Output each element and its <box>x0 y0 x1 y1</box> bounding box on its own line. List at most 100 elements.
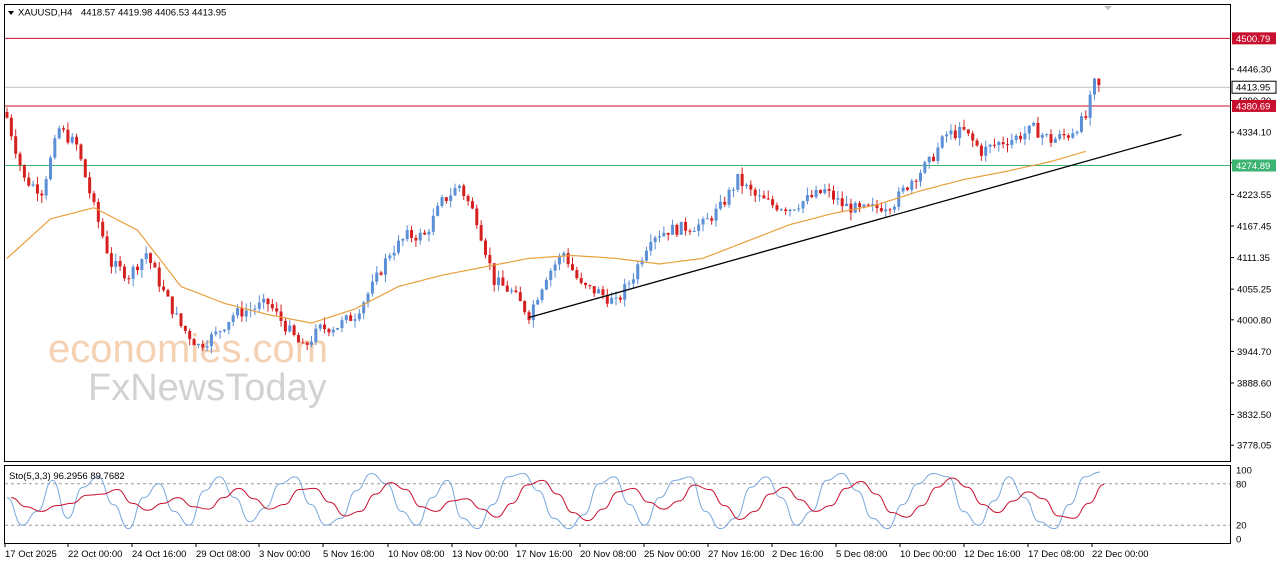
trendline <box>528 133 1182 319</box>
candle <box>418 228 422 245</box>
candle <box>266 298 270 312</box>
candle <box>501 270 505 286</box>
time-tick-label: 24 Oct 16:00 <box>132 549 186 560</box>
candle <box>814 185 818 200</box>
candle <box>927 156 931 169</box>
candle <box>405 225 409 242</box>
candle <box>888 207 892 215</box>
price-tags: 4500.79 4413.95 4380.69 4274.89 <box>1231 32 1277 172</box>
candle <box>83 158 87 178</box>
moving-average-line <box>6 150 1086 324</box>
price-tag-resistance-4500: 4500.79 <box>1232 32 1276 45</box>
candle <box>449 187 453 208</box>
candle <box>540 288 544 303</box>
candle <box>997 140 1001 152</box>
candle <box>675 223 679 238</box>
candle <box>492 263 496 292</box>
candle <box>205 340 209 352</box>
time-tick-label: 3 Nov 00:00 <box>259 549 310 560</box>
candle <box>784 207 788 215</box>
candle <box>979 143 983 161</box>
candle <box>1027 125 1031 141</box>
candle <box>344 314 348 324</box>
price-tag-support-4380: 4380.69 <box>1232 99 1276 112</box>
candle <box>818 189 822 195</box>
candle <box>584 282 588 289</box>
candle <box>53 134 57 160</box>
candle <box>379 270 383 276</box>
time-tick-label: 17 Nov 16:00 <box>516 549 573 560</box>
candle <box>771 195 775 209</box>
stoch-level-label: 80 <box>1236 479 1247 490</box>
candle <box>536 297 540 306</box>
candle <box>518 286 522 302</box>
candle <box>544 277 548 291</box>
candle <box>149 252 153 270</box>
candle <box>1062 128 1066 140</box>
candle <box>283 318 287 336</box>
candle <box>366 291 370 308</box>
candle <box>723 196 727 207</box>
candle <box>1084 110 1088 121</box>
candle <box>727 187 731 208</box>
candle <box>214 326 218 337</box>
candle <box>479 220 483 242</box>
candle <box>27 172 31 187</box>
candle <box>1088 90 1092 126</box>
stoch-level-label: 0 <box>1236 535 1241 546</box>
candle <box>810 190 814 199</box>
candle <box>244 303 248 322</box>
candle <box>114 253 118 274</box>
candle <box>79 143 83 162</box>
candle <box>832 185 835 205</box>
candle <box>166 288 170 297</box>
candle <box>318 323 322 332</box>
candle <box>762 190 766 199</box>
price-tick-label: 3778.05 <box>1237 441 1271 452</box>
candle <box>840 191 844 212</box>
candle <box>314 323 318 345</box>
candle <box>9 114 13 141</box>
candle <box>1010 133 1014 149</box>
candle <box>175 306 179 316</box>
candle <box>766 190 770 201</box>
watermark-economies: economies.com <box>48 327 328 371</box>
candle <box>505 280 509 293</box>
candle <box>549 268 553 287</box>
candle <box>592 286 596 297</box>
collapse-triangle-icon[interactable] <box>8 11 14 15</box>
watermark-fxnewstoday: FxNewsToday <box>88 367 327 409</box>
candle <box>462 183 466 201</box>
candle <box>919 169 922 187</box>
candlestick-series <box>5 77 1101 354</box>
candle <box>153 260 157 268</box>
price-axis: 4446.304390.304334.104279.804223.554167.… <box>1230 65 1271 452</box>
candle <box>484 238 487 259</box>
time-tick-label: 13 Nov 00:00 <box>452 549 509 560</box>
candle <box>1032 121 1036 127</box>
candle <box>192 337 196 346</box>
candle <box>653 235 657 250</box>
candle <box>740 167 744 194</box>
candle <box>745 183 748 189</box>
candle <box>131 264 135 287</box>
candle <box>697 218 701 237</box>
candle <box>588 284 592 290</box>
candle <box>353 313 357 328</box>
candle <box>188 328 192 346</box>
candle <box>170 296 174 319</box>
candle <box>466 194 470 206</box>
candle <box>932 153 936 162</box>
candle <box>470 197 474 210</box>
candle <box>49 155 52 181</box>
candle <box>183 325 187 334</box>
candle <box>140 258 144 278</box>
candle <box>597 286 601 294</box>
candle <box>262 293 266 310</box>
time-tick-label: 27 Nov 16:00 <box>708 549 765 560</box>
stochastic-label: Sto(5,3,3) 96.2956 89.7682 <box>9 471 125 482</box>
scroll-marker-icon[interactable] <box>1104 6 1112 10</box>
candle <box>866 203 870 207</box>
candle <box>566 248 570 268</box>
candle <box>305 341 309 351</box>
